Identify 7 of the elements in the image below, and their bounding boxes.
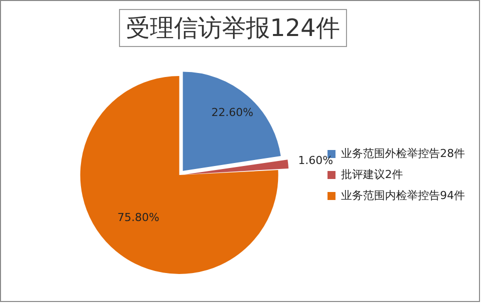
data-label: 1.60% (298, 154, 334, 168)
legend-label: 批评建议2件 (341, 168, 404, 181)
legend-label: 业务范围内检举控告94件 (341, 188, 466, 202)
data-label: 75.80% (117, 210, 160, 224)
data-label: 22.60% (211, 106, 254, 120)
legend-label: 业务范围外检举控告28件 (341, 146, 466, 160)
chart-title: 受理信访举报124件 (119, 9, 347, 47)
